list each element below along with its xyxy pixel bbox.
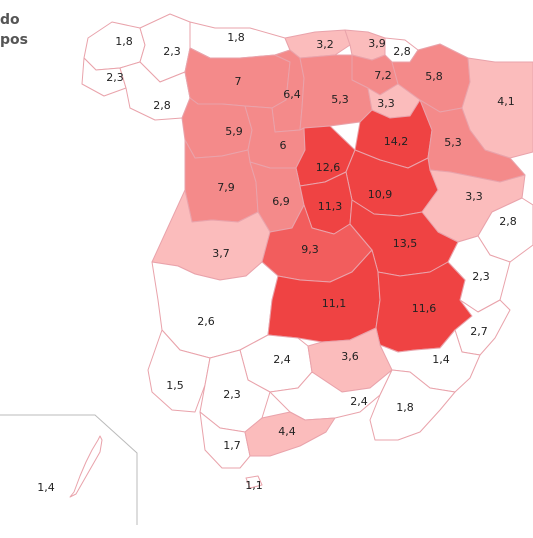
province-value-canarias: 1,4 (37, 481, 55, 494)
province-value-albacete: 11,6 (412, 302, 437, 315)
legend-title: do pos (0, 10, 28, 50)
province-value-huelva: 1,5 (166, 379, 184, 392)
province-value-ourense: 2,8 (153, 99, 171, 112)
province-alicante (454, 299, 511, 356)
province-value-ciudad-real: 11,1 (322, 297, 347, 310)
province-value-murcia: 1,4 (432, 353, 450, 366)
province-value-alicante: 2,7 (470, 325, 488, 338)
province-value-teruel: 3,3 (465, 190, 483, 203)
province-cadiz (199, 411, 251, 469)
province-value-lugo: 2,3 (163, 45, 181, 58)
legend-title-line1: do (0, 12, 20, 28)
province-value-cantabria: 3,2 (316, 38, 334, 51)
province-value-cuenca: 13,5 (393, 237, 418, 250)
province-value-caceres: 3,7 (212, 247, 230, 260)
province-value-burgos: 5,3 (331, 93, 349, 106)
province-value-jaen: 3,6 (341, 350, 359, 363)
province-value-bizkaia: 3,9 (368, 37, 386, 50)
province-value-huesca: 4,1 (497, 95, 515, 108)
province-value-almeria: 1,8 (396, 401, 414, 414)
province-value-gipuzkoa: 2,8 (393, 45, 411, 58)
province-value-palencia: 6,4 (283, 88, 301, 101)
province-value-ceuta: 1,1 (245, 479, 263, 492)
province-value-castellon: 2,8 (499, 215, 517, 228)
province-huelva (147, 329, 211, 413)
province-value-alava: 7,2 (374, 69, 392, 82)
province-value-soria: 14,2 (384, 135, 409, 148)
legend-title-line2: pos (0, 32, 28, 48)
province-value-granada: 2,4 (350, 395, 368, 408)
province-value-sevilla: 2,3 (223, 388, 241, 401)
province-canarias (69, 435, 103, 498)
province-value-navarra: 5,8 (425, 70, 443, 83)
province-value-avila: 6,9 (272, 195, 290, 208)
province-value-badajoz: 2,6 (197, 315, 215, 328)
province-value-valencia: 2,3 (472, 270, 490, 283)
province-ceuta (245, 475, 263, 489)
province-value-segovia: 12,6 (316, 161, 341, 174)
province-malaga (244, 411, 336, 457)
province-value-guadalajara: 10,9 (368, 188, 393, 201)
province-value-toledo: 9,3 (301, 243, 319, 256)
province-value-salamanca: 7,9 (217, 181, 235, 194)
canary-islands-inset-frame (0, 414, 138, 525)
province-value-leon: 7 (235, 75, 242, 88)
province-value-malaga: 4,4 (278, 425, 296, 438)
province-value-asturias: 1,8 (227, 31, 245, 44)
province-value-cadiz: 1,7 (223, 439, 241, 452)
province-value-la-rioja: 3,3 (377, 97, 395, 110)
province-value-valladolid: 6 (280, 139, 287, 152)
province-value-cordoba: 2,4 (273, 353, 291, 366)
province-value-pontevedra: 2,3 (106, 71, 124, 84)
province-value-zamora: 5,9 (225, 125, 243, 138)
province-value-madrid: 11,3 (318, 200, 343, 213)
province-almeria (369, 369, 456, 441)
province-value-zaragoza: 5,3 (444, 136, 462, 149)
province-value-a-coruna: 1,8 (115, 35, 133, 48)
